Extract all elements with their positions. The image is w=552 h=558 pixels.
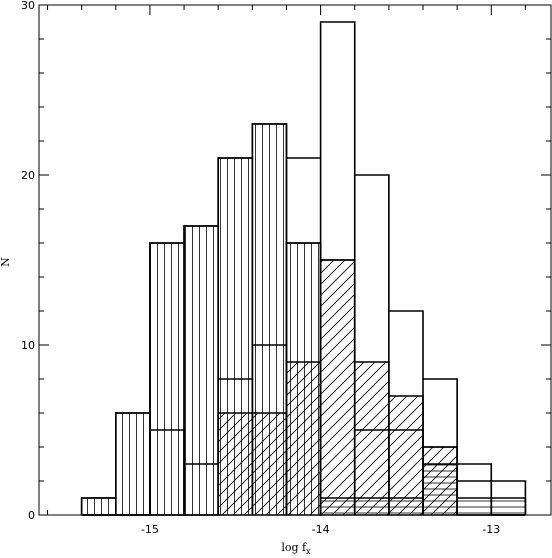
hatch-bar-series-4-bin-8 — [354, 498, 389, 515]
hatch-fills — [81, 124, 526, 515]
y-tick-label: 10 — [21, 339, 35, 352]
hatch-bar-series-1-bin-1 — [115, 413, 150, 515]
y-tick-label: 30 — [21, 0, 35, 12]
hatch-bar-series-2-bin-5 — [252, 413, 287, 515]
hatch-bar-series-2-bin-7 — [320, 260, 355, 515]
hatch-bar-series-4-bin-7 — [320, 498, 355, 515]
hatch-bar-series-1-bin-0 — [81, 498, 116, 515]
hatch-bar-series-4-bin-12 — [491, 498, 526, 515]
x-tick-label: -14 — [312, 523, 330, 536]
axis-tick-labels: -15 -14 -13 0 10 20 30 — [21, 0, 500, 536]
hatch-bar-series-4-bin-9 — [388, 498, 423, 515]
hatch-bar-series-2-bin-6 — [286, 362, 321, 515]
axis-ticks — [39, 4, 551, 516]
histogram-outlines — [80, 21, 527, 516]
x-axis-label: log fx — [281, 541, 311, 556]
y-tick-label: 0 — [28, 509, 35, 522]
plot-frame — [38, 4, 552, 516]
hatch-bar-series-2-bin-8 — [354, 362, 389, 515]
hatch-bar-series-1-bin-3 — [184, 226, 219, 515]
hatch-bar-series-4-bin-10 — [423, 464, 458, 515]
y-axis-label: N — [0, 257, 12, 267]
hatch-bar-series-2-bin-9 — [388, 396, 423, 515]
hatch-bar-series-2-bin-4 — [218, 413, 253, 515]
x-tick-label: -13 — [482, 523, 500, 536]
histogram-outline-series-3 — [81, 242, 526, 516]
y-tick-label: 20 — [21, 169, 35, 182]
hatch-bar-series-1-bin-2 — [149, 243, 185, 515]
hatch-bar-series-4-bin-11 — [457, 498, 492, 515]
x-tick-label: -15 — [141, 523, 159, 536]
